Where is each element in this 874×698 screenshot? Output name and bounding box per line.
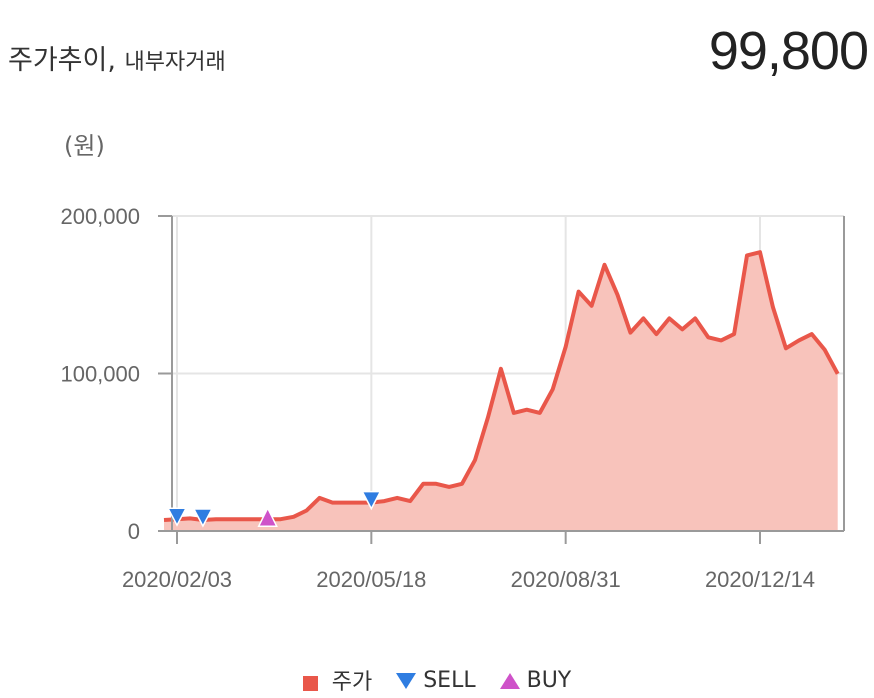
legend-label-buy: BUY [526, 667, 572, 693]
legend-label-price: 주가 [331, 670, 373, 695]
chart-title-sub: 내부자거래 [124, 50, 226, 75]
x-tick-label: 2020/02/03 [122, 567, 232, 592]
triangle-down-icon [396, 672, 417, 689]
legend-label-sell: SELL [423, 667, 476, 693]
sell-marker [192, 508, 214, 528]
area-layer [163, 250, 840, 531]
legend-square-icon [302, 675, 318, 691]
legend-item-buy[interactable]: BUY [499, 667, 572, 693]
x-tick-label: 2020/05/18 [316, 567, 426, 592]
x-tick-label: 2020/08/31 [511, 567, 621, 592]
legend-item-price[interactable]: 주가 [302, 664, 373, 696]
marker-layer [166, 490, 382, 528]
buy-marker [257, 506, 278, 527]
chart-title: 주가추이, 내부자거래 [8, 38, 226, 77]
y-tick-label: 100,000 [60, 362, 140, 387]
price-area [164, 252, 838, 531]
price-chart: 0 100,000 200,000 2020/02/03 2020/05/18 2020/… [60, 204, 845, 592]
sell-marker [166, 507, 188, 527]
y-tick-label: 0 [128, 519, 140, 544]
legend: 주가 SELL BUY [0, 664, 874, 696]
y-axis-unit: (원) [64, 132, 105, 160]
label-layer: 0 100,000 200,000 2020/02/03 2020/05/18 2020/… [60, 204, 815, 592]
y-tick-label: 200,000 [60, 204, 140, 229]
triangle-up-icon [499, 672, 520, 689]
sell-marker [361, 490, 382, 511]
x-tick-label: 2020/12/14 [705, 567, 815, 592]
axis-layer [158, 215, 845, 544]
price-line [163, 250, 840, 522]
chart-title-main: 주가추이, [8, 45, 116, 76]
legend-item-sell[interactable]: SELL [395, 667, 476, 693]
current-price: 99,800 [708, 21, 869, 81]
